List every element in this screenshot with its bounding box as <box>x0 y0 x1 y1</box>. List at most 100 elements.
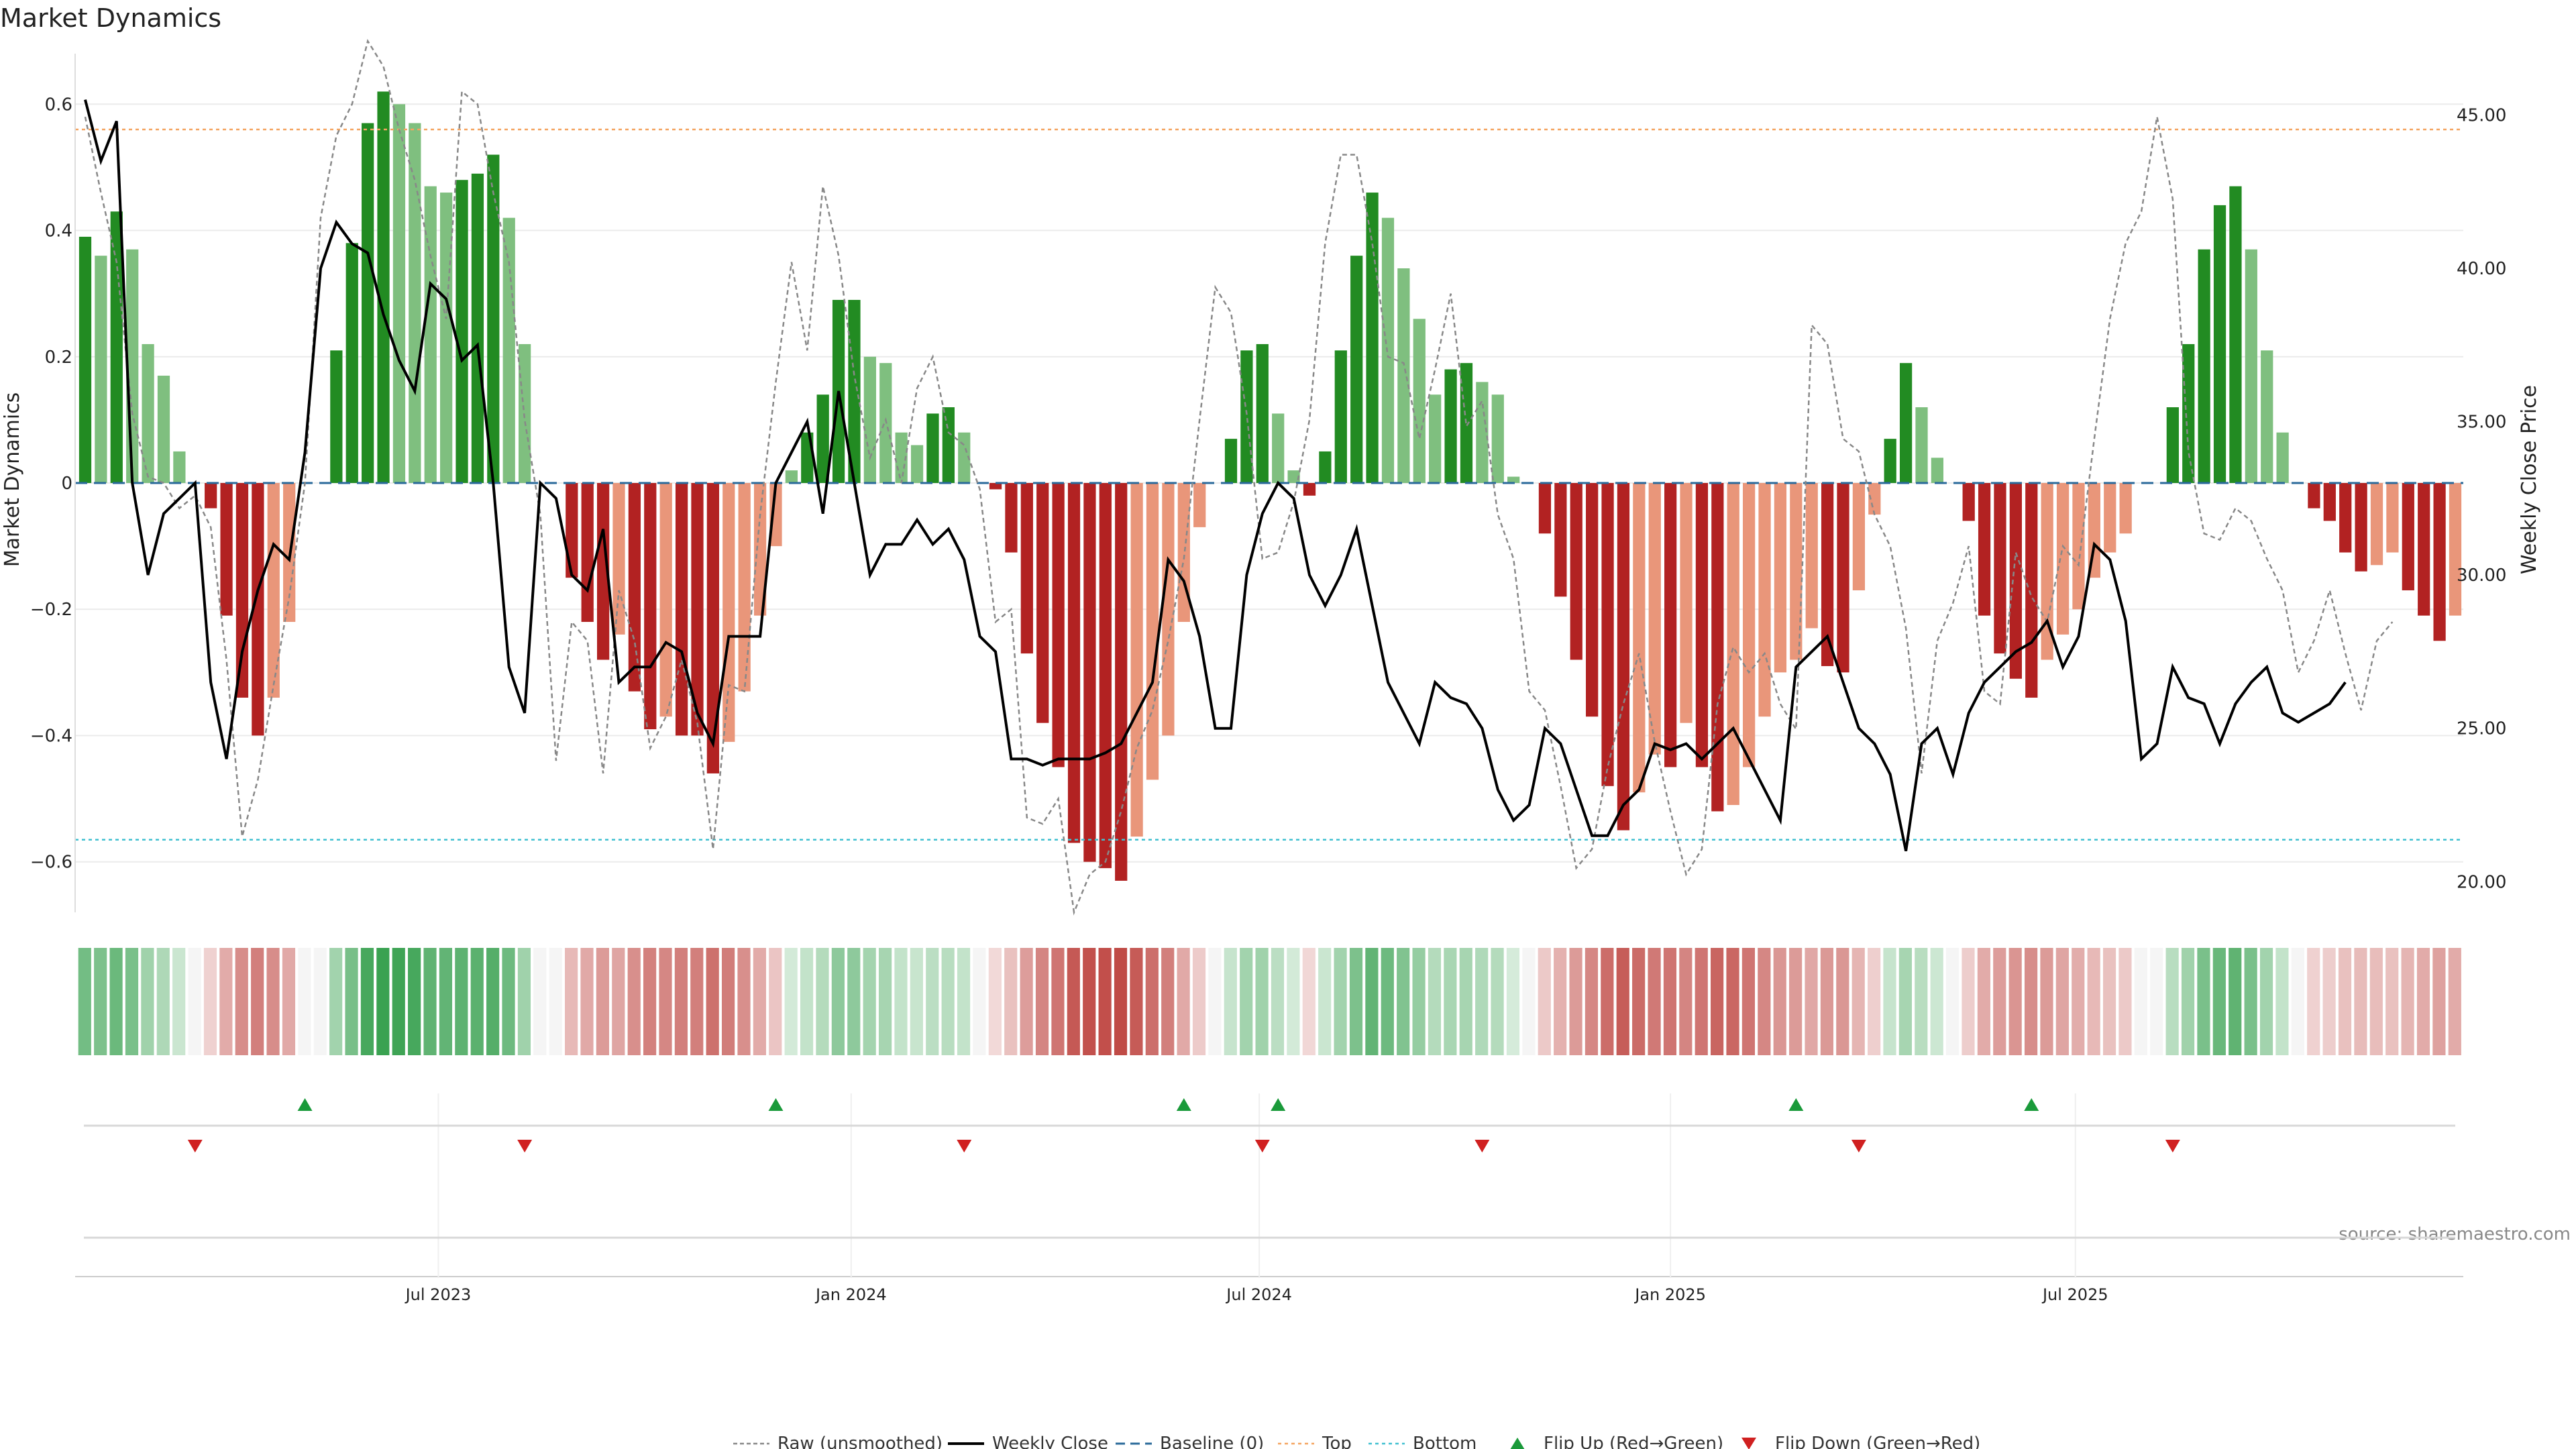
legend-flipdown-swatch <box>1741 1438 1756 1449</box>
dynamics-bar <box>1319 451 1332 483</box>
regime-cell <box>1663 948 1677 1055</box>
dynamics-bar <box>2009 483 2022 679</box>
regime-cell <box>2024 948 2038 1055</box>
regime-cell <box>2354 948 2367 1055</box>
dynamics-bar <box>1507 476 1520 483</box>
dynamics-bar <box>1287 470 1300 483</box>
regime-cell <box>2165 948 2179 1055</box>
dynamics-bar <box>1224 439 1238 483</box>
regime-cell <box>2212 948 2226 1055</box>
regime-cell <box>1868 948 1881 1055</box>
dynamics-bar <box>1429 394 1442 483</box>
flip-up-marker <box>2024 1098 2039 1111</box>
regime-cell <box>1035 948 1049 1055</box>
regime-cell <box>1883 948 1896 1055</box>
legend-label: Baseline (0) <box>1160 1434 1264 1449</box>
regime-cell <box>1349 948 1363 1055</box>
regime-cell <box>878 948 892 1055</box>
regime-cell <box>1773 948 1786 1055</box>
regime-cell <box>596 948 610 1055</box>
dynamics-bar <box>2339 483 2352 553</box>
dynamics-bar <box>1099 483 1112 869</box>
dynamics-bar <box>675 483 688 736</box>
regime-cell <box>2102 948 2116 1055</box>
dynamics-bar <box>424 186 437 483</box>
dynamics-bar <box>958 432 971 483</box>
dynamics-bar <box>2104 483 2116 553</box>
dynamics-bar <box>926 413 939 483</box>
dynamics-bar <box>753 483 767 616</box>
regime-cell <box>235 948 248 1055</box>
regime-cell <box>643 948 657 1055</box>
raw-series-line <box>84 39 2394 916</box>
weekly-close-line <box>84 99 2347 852</box>
regime-cell <box>2338 948 2352 1055</box>
regime-cell <box>2118 948 2132 1055</box>
dynamics-bar <box>377 91 390 483</box>
flip-down-marker <box>957 1140 972 1152</box>
regime-cell <box>769 948 782 1055</box>
flip-up-marker <box>1176 1098 1191 1111</box>
dynamics-bar <box>2386 483 2399 553</box>
regime-cell <box>1051 948 1065 1055</box>
dynamics-bar <box>816 394 829 483</box>
regime-cell <box>1977 948 1990 1055</box>
regime-cell <box>863 948 876 1055</box>
regime-cell <box>313 948 327 1055</box>
regime-cell <box>251 948 264 1055</box>
dynamics-bar <box>1067 483 1081 843</box>
flip-down-marker <box>1254 1140 1270 1152</box>
regime-cell <box>1585 948 1599 1055</box>
dynamics-bar <box>1633 483 1646 793</box>
regime-cell <box>533 948 547 1055</box>
regime-cell <box>1412 948 1426 1055</box>
regime-cell <box>2432 948 2446 1055</box>
regime-cell <box>1098 948 1112 1055</box>
regime-cell <box>941 948 955 1055</box>
regime-cell <box>470 948 484 1055</box>
regime-cell <box>957 948 971 1055</box>
dynamics-bar <box>1381 217 1395 483</box>
right-tick-label: 20.00 <box>2457 872 2506 892</box>
left-tick-label: −0.6 <box>30 853 72 873</box>
dynamics-bar <box>942 407 955 483</box>
regime-cell <box>1836 948 1849 1055</box>
regime-cell <box>2369 948 2383 1055</box>
regime-cell <box>580 948 594 1055</box>
dynamics-bar <box>2245 249 2257 483</box>
regime-cell <box>706 948 719 1055</box>
x-tick-label: Jul 2024 <box>1225 1285 1292 1304</box>
dynamics-bar <box>392 104 406 483</box>
regime-cell <box>1569 948 1582 1055</box>
regime-cell <box>894 948 908 1055</box>
regime-cell <box>486 948 500 1055</box>
left-tick-label: 0.6 <box>45 95 72 115</box>
dynamics-bar <box>1115 483 1128 881</box>
y-axis-left-label: Market Dynamics <box>1 392 24 568</box>
dynamics-bar <box>173 451 186 483</box>
dynamics-bar <box>1884 439 1896 483</box>
regime-cell <box>1067 948 1080 1055</box>
dynamics-bar <box>440 193 453 483</box>
regime-cell <box>360 948 374 1055</box>
dynamics-bar <box>362 123 374 483</box>
regime-cell <box>78 948 91 1055</box>
regime-cell <box>266 948 280 1055</box>
legend-label: Bottom <box>1413 1434 1477 1449</box>
dynamics-bar <box>487 154 500 483</box>
dynamics-bar <box>628 483 641 692</box>
dynamics-bar <box>769 483 782 547</box>
regime-cell <box>847 948 861 1055</box>
dynamics-bar <box>2449 483 2462 616</box>
dynamics-bar <box>1774 483 1787 673</box>
dynamics-bar <box>2056 483 2070 635</box>
dynamics-bar <box>2229 186 2242 483</box>
flip-down-marker <box>2165 1140 2180 1152</box>
regime-cell <box>1898 948 1912 1055</box>
right-tick-label: 25.00 <box>2457 719 2506 739</box>
dynamics-bar <box>1476 382 1489 483</box>
regime-cell <box>816 948 829 1055</box>
regime-cell <box>2072 948 2085 1055</box>
regime-cell <box>1475 948 1489 1055</box>
regime-cell <box>753 948 766 1055</box>
